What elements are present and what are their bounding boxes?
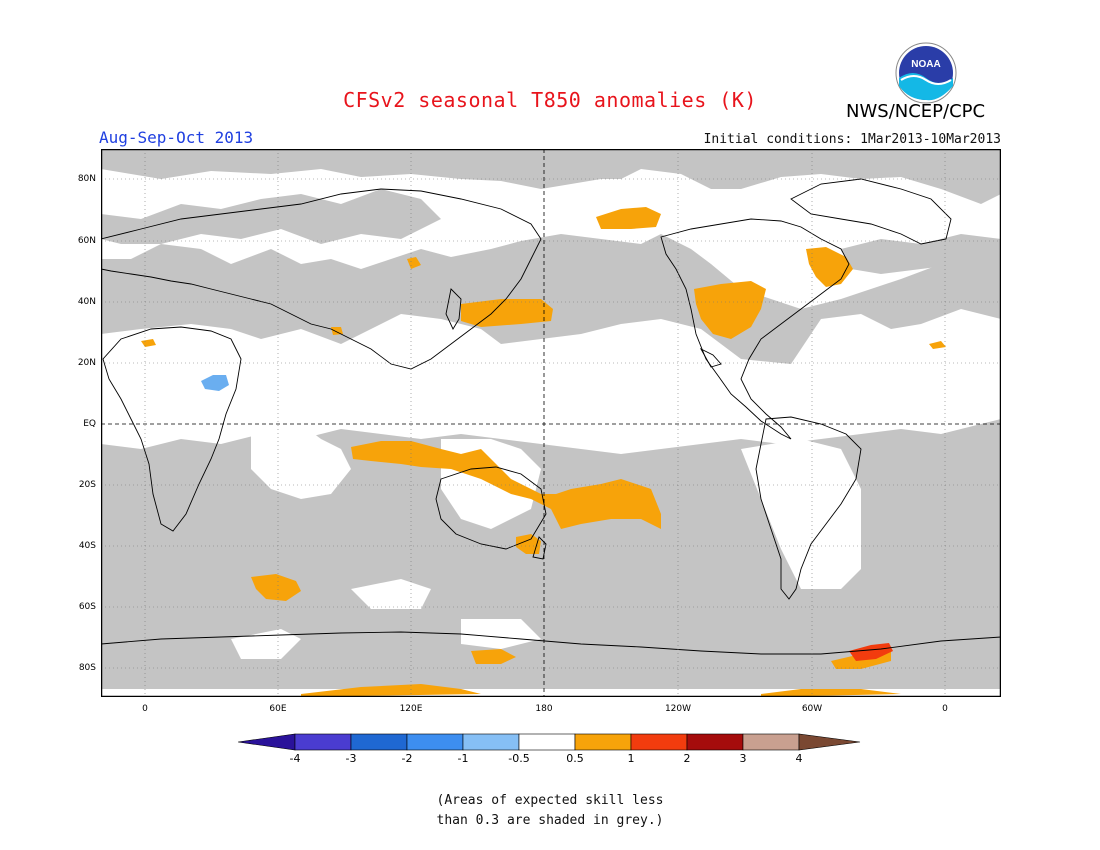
reference-lines [101,149,1001,697]
colorbar-label: -0.5 [508,752,530,765]
colorbar-label: 1 [627,752,635,765]
lat-label: 60N [77,236,96,246]
colorbar-bin [742,733,800,751]
colorbar-label: 0.5 [566,752,584,765]
colorbar-label: -2 [401,752,413,765]
colorbar [238,733,861,751]
lon-label: 0 [142,704,148,714]
colorbar-bin [294,733,352,751]
lat-label: EQ [83,419,96,429]
lat-label: 80N [77,174,96,184]
colorbar-label: 2 [683,752,691,765]
colorbar-arrow-low [238,733,296,751]
lat-label: 40N [77,297,96,307]
noaa-logo: NOAA [895,42,957,104]
colorbar-label: -3 [345,752,357,765]
colorbar-bin [574,733,632,751]
colorbar-label: 3 [739,752,747,765]
agency-label: NWS/NCEP/CPC [846,101,986,122]
lon-label: 180 [535,704,553,714]
cool-anomaly [201,375,229,391]
colorbar-bin [686,733,744,751]
lon-label: 120E [399,704,423,714]
colorbar-label: 4 [795,752,803,765]
colorbar-label: -1 [457,752,469,765]
lat-label: 20N [77,358,96,368]
lon-label: 60W [801,704,823,714]
lat-label: 60S [78,602,96,612]
lon-label: 60E [269,704,287,714]
lat-label: 80S [78,663,96,673]
colorbar-bin [518,733,576,751]
colorbar-bin [350,733,408,751]
season-label: Aug-Sep-Oct 2013 [99,128,254,147]
map-title: CFSv2 seasonal T850 anomalies (K) [343,88,757,112]
strong-warm-anomaly [849,643,893,661]
colorbar-arrow-high [798,733,861,751]
lat-label: 20S [78,480,96,490]
colorbar-bin [630,733,688,751]
map-frame [101,149,1001,697]
colorbar-bin [462,733,520,751]
anomaly-map [101,149,1001,697]
initial-conditions: Initial conditions: 1Mar2013-10Mar2013 [703,132,1001,147]
lon-label: 120W [664,704,692,714]
footnote-line1: (Areas of expected skill less [436,793,664,808]
colorbar-label: -4 [289,752,301,765]
footnote-line2: than 0.3 are shaded in grey.) [436,813,664,828]
lat-label: 40S [78,541,96,551]
noaa-logo-text: NOAA [911,59,940,70]
gridlines [101,149,1001,697]
colorbar-bin [406,733,464,751]
lon-label: 0 [942,704,948,714]
